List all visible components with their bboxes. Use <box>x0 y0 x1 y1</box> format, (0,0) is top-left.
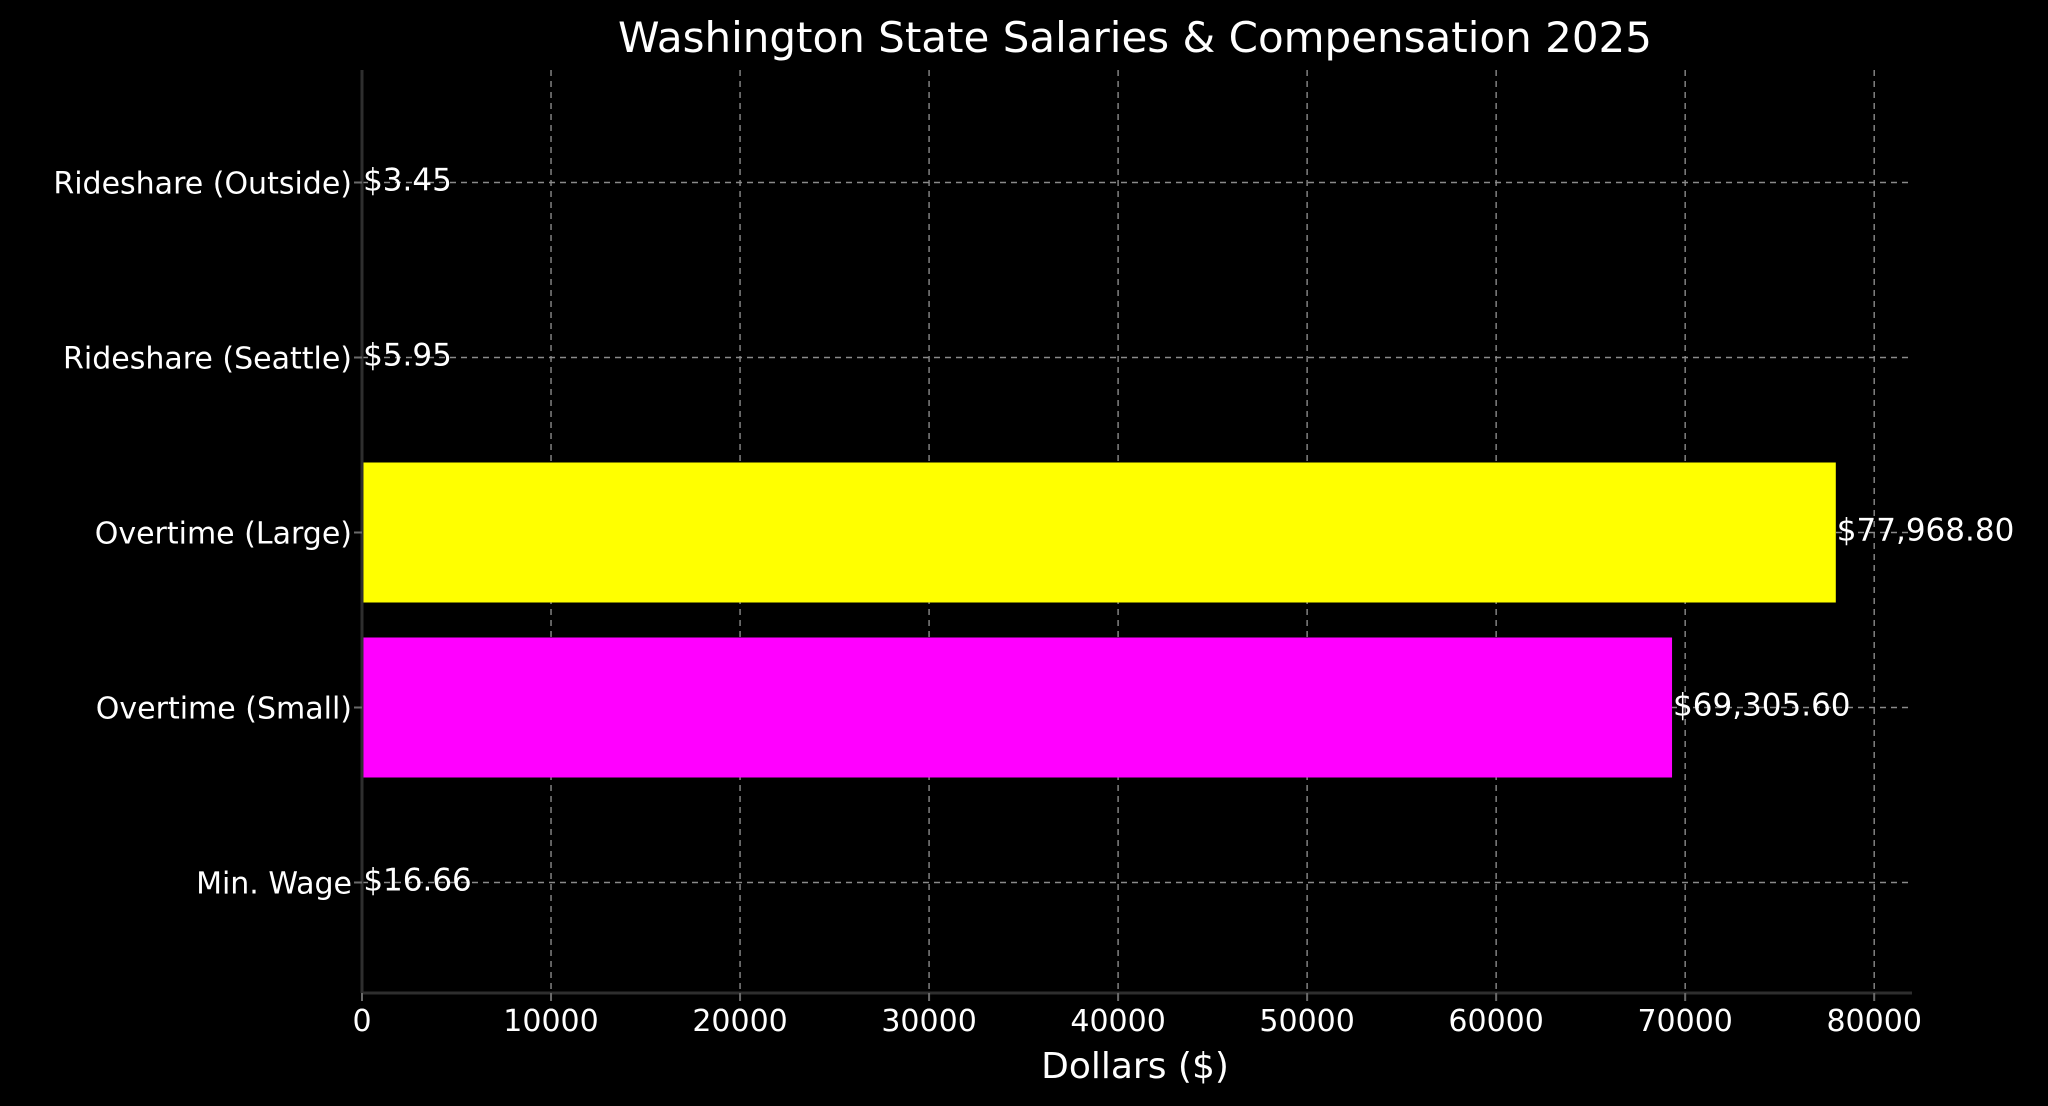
x-axis-ticks: 0 10000 20000 30000 40000 50000 60000 70000 8000… <box>352 993 1922 1039</box>
x-tick-label: 80000 <box>1826 1004 1921 1039</box>
x-tick-label: 20000 <box>692 1004 787 1039</box>
data-labels: $16.66 $69,305.60 $77,968.80 $5.95 $3.45 <box>363 163 2014 899</box>
x-tick-label: 40000 <box>1070 1004 1165 1039</box>
x-tick-label: 10000 <box>503 1004 598 1039</box>
x-tick-label: 50000 <box>1259 1004 1354 1039</box>
bar-data-label: $69,305.60 <box>1673 688 1851 724</box>
chart-title: Washington State Salaries & Compensation… <box>618 13 1652 62</box>
x-tick-label: 70000 <box>1637 1004 1732 1039</box>
y-tick-label: Min. Wage <box>196 867 352 902</box>
bar-data-label: $3.45 <box>363 163 452 199</box>
bars <box>363 462 1836 778</box>
bar-data-label: $77,968.80 <box>1837 513 2015 549</box>
bar-data-label: $5.95 <box>363 338 452 374</box>
x-axis-label: Dollars ($) <box>1041 1046 1229 1087</box>
y-tick-label: Rideshare (Outside) <box>53 167 352 202</box>
y-tick-label: Overtime (Small) <box>96 692 352 727</box>
y-axis-ticks: Min. Wage Overtime (Small) Overtime (Large… <box>53 167 362 902</box>
bar <box>363 462 1836 603</box>
bar-data-label: $16.66 <box>363 863 471 899</box>
y-tick-label: Rideshare (Seattle) <box>63 342 352 377</box>
bar <box>363 637 1673 778</box>
x-tick-label: 0 <box>352 1004 371 1039</box>
x-tick-label: 30000 <box>881 1004 976 1039</box>
x-tick-label: 60000 <box>1448 1004 1543 1039</box>
y-tick-label: Overtime (Large) <box>95 517 352 552</box>
